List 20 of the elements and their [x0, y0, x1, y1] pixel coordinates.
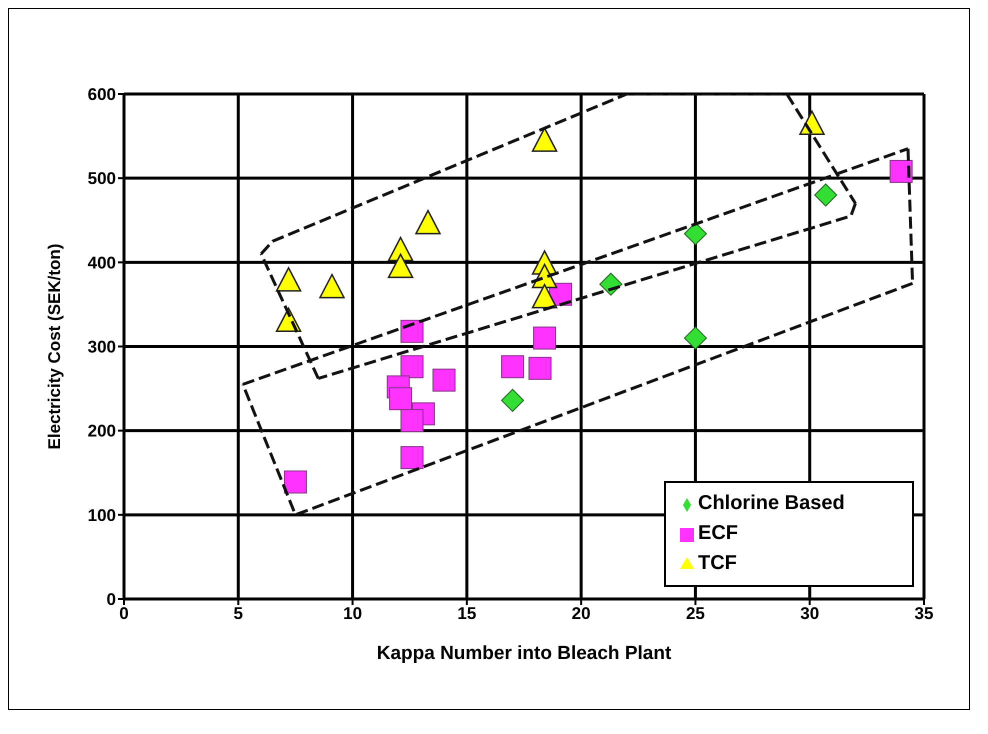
legend-label: ECF: [698, 522, 738, 544]
y-tick-label: 600: [88, 85, 116, 104]
y-tick-label: 200: [88, 422, 116, 441]
x-axis-title: Kappa Number into Bleach Plant: [376, 643, 672, 664]
y-tick-label: 0: [106, 590, 116, 610]
x-tick-label: 25: [686, 604, 705, 624]
x-tick-label: 0: [119, 604, 129, 624]
x-tick-label: 35: [914, 604, 934, 624]
legend-label: TCF: [698, 552, 737, 574]
y-tick-label: 100: [88, 506, 116, 525]
x-tick-label: 30: [800, 604, 820, 624]
y-axis-title: Electricity Cost (SEK/ton): [45, 244, 64, 450]
legend-label: Chlorine Based: [698, 492, 845, 514]
x-tick-label: 15: [457, 604, 476, 624]
y-tick-label: 400: [88, 253, 116, 272]
x-tick-label: 10: [343, 604, 362, 624]
y-tick-label: 300: [88, 338, 116, 357]
x-tick-label: 5: [234, 604, 244, 624]
y-tick-label: 500: [88, 169, 116, 188]
x-tick-label: 20: [572, 604, 591, 624]
